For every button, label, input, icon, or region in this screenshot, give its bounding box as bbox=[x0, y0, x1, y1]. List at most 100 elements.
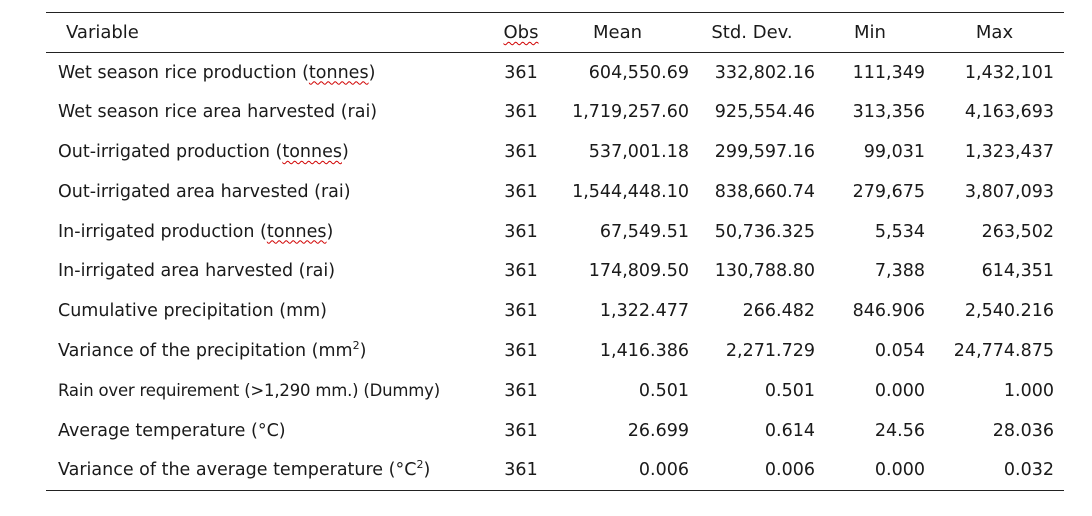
cell-mean: 26.699 bbox=[627, 420, 689, 441]
cell-obs: 361 bbox=[504, 420, 538, 441]
cell-max: 3,807,093 bbox=[964, 181, 1054, 202]
cell-std-dev: 50,736.325 bbox=[714, 221, 815, 242]
cell-variable: Wet season rice area harvested (rai) bbox=[46, 92, 496, 132]
variable-label: Wet season rice production ( bbox=[58, 62, 309, 83]
variable-label-suffix: ) bbox=[326, 221, 334, 242]
header-row: Variable Obs Mean Std. Dev. Min Max bbox=[46, 12, 1064, 53]
cell-variable: Wet season rice production (tonnes) bbox=[46, 53, 496, 93]
cell-variable: Average temperature (°C) bbox=[46, 411, 496, 451]
table-row: Wet season rice area harvested (rai) 361 1… bbox=[46, 92, 1064, 132]
cell-obs: 361 bbox=[504, 380, 538, 401]
cell-min: 5,534 bbox=[874, 221, 925, 242]
header-min: Min bbox=[815, 12, 925, 53]
cell-std-dev: 0.614 bbox=[764, 420, 815, 441]
table-body: Wet season rice production (tonnes) 361 60… bbox=[46, 53, 1064, 491]
header-obs: Obs bbox=[496, 12, 546, 53]
header-variable: Variable bbox=[46, 12, 496, 53]
cell-min: 279,675 bbox=[852, 181, 925, 202]
cell-std-dev: 0.501 bbox=[764, 380, 815, 401]
cell-mean: 174,809.50 bbox=[588, 261, 689, 282]
cell-max: 1.000 bbox=[1003, 380, 1054, 401]
cell-obs: 361 bbox=[504, 62, 538, 83]
cell-std-dev: 266.482 bbox=[742, 301, 815, 322]
cell-variable: Out-irrigated production (tonnes) bbox=[46, 132, 496, 172]
variable-label: Average temperature (°C) bbox=[58, 420, 286, 441]
variable-label: Wet season rice area harvested (rai) bbox=[58, 102, 378, 123]
cell-min: 99,031 bbox=[863, 141, 925, 162]
cell-max: 2,540.216 bbox=[964, 301, 1054, 322]
cell-obs: 361 bbox=[504, 141, 538, 162]
cell-mean: 604,550.69 bbox=[588, 62, 689, 83]
variable-label: Out-irrigated area harvested (rai) bbox=[58, 181, 351, 202]
header-obs-label: Obs bbox=[503, 22, 539, 43]
header-max: Max bbox=[925, 12, 1064, 53]
cell-std-dev: 299,597.16 bbox=[714, 141, 815, 162]
table-row: Wet season rice production (tonnes) 361 60… bbox=[46, 53, 1064, 93]
header-mean: Mean bbox=[546, 12, 689, 53]
cell-mean: 0.501 bbox=[638, 380, 689, 401]
variable-label: Out-irrigated production ( bbox=[58, 141, 283, 162]
table-row: Variance of the precipitation (mm2) 361 1,… bbox=[46, 331, 1064, 371]
table-row: Cumulative precipitation (mm) 361 1,322.47… bbox=[46, 291, 1064, 331]
cell-obs: 361 bbox=[504, 221, 538, 242]
cell-max: 24,774.875 bbox=[953, 340, 1054, 361]
table-row: In-irrigated area harvested (rai) 361 174,… bbox=[46, 251, 1064, 291]
cell-std-dev: 925,554.46 bbox=[714, 102, 815, 123]
cell-variable: Out-irrigated area harvested (rai) bbox=[46, 172, 496, 212]
cell-min: 313,356 bbox=[852, 102, 925, 123]
variable-unit-exponent: 2 bbox=[416, 458, 424, 472]
variable-label-suffix: ) bbox=[423, 460, 431, 481]
cell-max: 263,502 bbox=[981, 221, 1054, 242]
cell-max: 4,163,693 bbox=[964, 102, 1054, 123]
variable-label: Rain over requirement (>1,290 mm.) (Dumm… bbox=[58, 381, 440, 401]
cell-variable: Rain over requirement (>1,290 mm.) (Dumm… bbox=[46, 371, 496, 411]
cell-min: 0.000 bbox=[815, 450, 925, 491]
variable-label: Variance of the average temperature (°C bbox=[58, 460, 417, 481]
cell-min: 0.000 bbox=[874, 380, 925, 401]
variable-unit-misspelled: tonnes bbox=[282, 141, 342, 162]
cell-mean: 0.006 bbox=[546, 450, 689, 491]
variable-label-suffix: ) bbox=[359, 340, 367, 361]
cell-min: 846.906 bbox=[852, 301, 925, 322]
variable-label-suffix: ) bbox=[341, 141, 349, 162]
variable-label: Variance of the precipitation (mm bbox=[58, 340, 353, 361]
variable-label-suffix: ) bbox=[368, 62, 376, 83]
cell-std-dev: 130,788.80 bbox=[714, 261, 815, 282]
variable-unit-misspelled: tonnes bbox=[308, 62, 369, 83]
cell-obs: 361 bbox=[504, 181, 538, 202]
variable-label: Cumulative precipitation (mm) bbox=[58, 301, 328, 322]
cell-mean: 67,549.51 bbox=[599, 221, 689, 242]
cell-mean: 1,544,448.10 bbox=[572, 181, 689, 202]
cell-variable: Variance of the precipitation (mm2) bbox=[46, 331, 496, 371]
cell-max: 614,351 bbox=[981, 261, 1054, 282]
cell-variable: Cumulative precipitation (mm) bbox=[46, 291, 496, 331]
table-row: Out-irrigated area harvested (rai) 361 1,5… bbox=[46, 172, 1064, 212]
variable-unit-exponent: 2 bbox=[352, 339, 360, 353]
cell-std-dev: 0.006 bbox=[689, 450, 815, 491]
cell-obs: 361 bbox=[504, 301, 538, 322]
cell-min: 7,388 bbox=[874, 261, 925, 282]
cell-mean: 1,416.386 bbox=[599, 340, 689, 361]
cell-min: 111,349 bbox=[852, 62, 925, 83]
table-row: Rain over requirement (>1,290 mm.) (Dumm… bbox=[46, 371, 1064, 411]
cell-std-dev: 838,660.74 bbox=[714, 181, 815, 202]
summary-statistics-table: Variable Obs Mean Std. Dev. Min Max Wet … bbox=[46, 12, 1064, 491]
variable-unit-misspelled: tonnes bbox=[266, 221, 327, 242]
cell-max: 28.036 bbox=[992, 420, 1054, 441]
cell-mean: 1,322.477 bbox=[599, 301, 689, 322]
table-row: Out-irrigated production (tonnes) 361 537,… bbox=[46, 132, 1064, 172]
variable-label: In-irrigated production ( bbox=[58, 221, 267, 242]
table-row: In-irrigated production (tonnes) 361 67,54… bbox=[46, 212, 1064, 252]
cell-obs: 361 bbox=[504, 261, 538, 282]
summary-statistics-table-container: Variable Obs Mean Std. Dev. Min Max Wet … bbox=[46, 12, 1064, 491]
cell-variable: In-irrigated production (tonnes) bbox=[46, 212, 496, 252]
cell-variable: Variance of the average temperature (°C2… bbox=[46, 450, 496, 491]
header-std-dev: Std. Dev. bbox=[689, 12, 815, 53]
cell-std-dev: 2,271.729 bbox=[725, 340, 815, 361]
table-header: Variable Obs Mean Std. Dev. Min Max bbox=[46, 12, 1064, 53]
cell-min: 24.56 bbox=[874, 420, 925, 441]
variable-label: In-irrigated area harvested (rai) bbox=[58, 261, 336, 282]
cell-max: 1,323,437 bbox=[964, 141, 1054, 162]
table-row: Average temperature (°C) 361 26.699 0.614 24… bbox=[46, 411, 1064, 451]
cell-max: 0.032 bbox=[925, 450, 1064, 491]
